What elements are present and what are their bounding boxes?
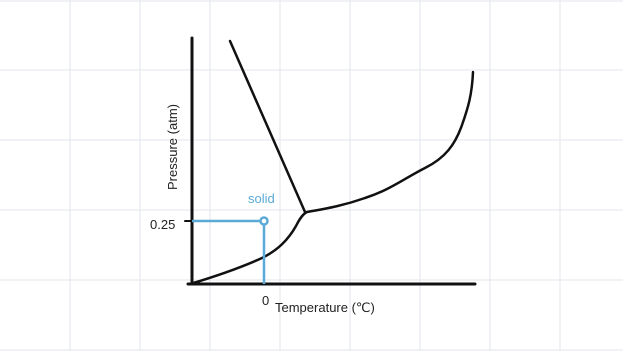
phase-boundaries (188, 39, 475, 286)
x-tick-label: 0 (262, 293, 269, 308)
y-tick-label: 0.25 (150, 217, 175, 232)
solid-label: solid (248, 191, 275, 206)
solid-marker (192, 216, 269, 284)
y-axis-label: Pressure (atm) (165, 104, 180, 190)
axes (184, 36, 477, 286)
x-axis-label: Temperature (℃) (275, 300, 375, 315)
